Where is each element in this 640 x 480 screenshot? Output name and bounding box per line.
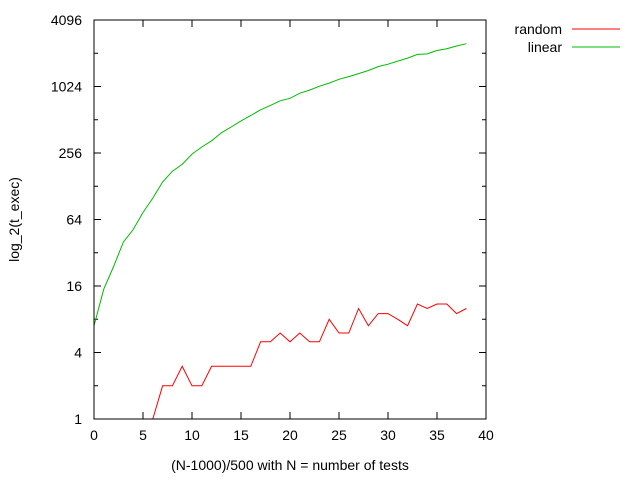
x-tick-label: 30 (380, 427, 396, 443)
x-tick-label: 35 (429, 427, 445, 443)
y-tick-label: 256 (59, 145, 83, 161)
y-tick-label: 4 (74, 345, 82, 361)
x-tick-label: 40 (478, 427, 494, 443)
y-axis-label: log_2(t_exec) (6, 177, 22, 262)
y-tick-label: 64 (66, 212, 82, 228)
legend: random linear (515, 21, 620, 55)
legend-label-random: random (515, 21, 562, 37)
x-tick-label: 0 (90, 427, 98, 443)
y-tick-label: 16 (66, 278, 82, 294)
series-line-linear (93, 43, 467, 326)
tick-layer: 0 5 10 15 20 25 30 35 40 1 4 16 64 256 1024 4096 (51, 12, 494, 443)
x-axis-label: (N-1000)/500 with N = number of tests (171, 457, 409, 473)
x-tick-label: 15 (233, 427, 249, 443)
y-tick-label: 1 (74, 411, 82, 427)
plot-area-frame (93, 19, 487, 420)
x-tick-label: 5 (139, 427, 147, 443)
x-tick-label: 20 (282, 427, 298, 443)
x-tick-label: 10 (184, 427, 200, 443)
series-line-random (152, 303, 467, 420)
legend-label-linear: linear (528, 39, 563, 55)
x-tick-label: 25 (331, 427, 347, 443)
series-layer (93, 43, 467, 420)
y-tick-label: 4096 (51, 12, 82, 28)
y-tick-label: 1024 (51, 79, 82, 95)
